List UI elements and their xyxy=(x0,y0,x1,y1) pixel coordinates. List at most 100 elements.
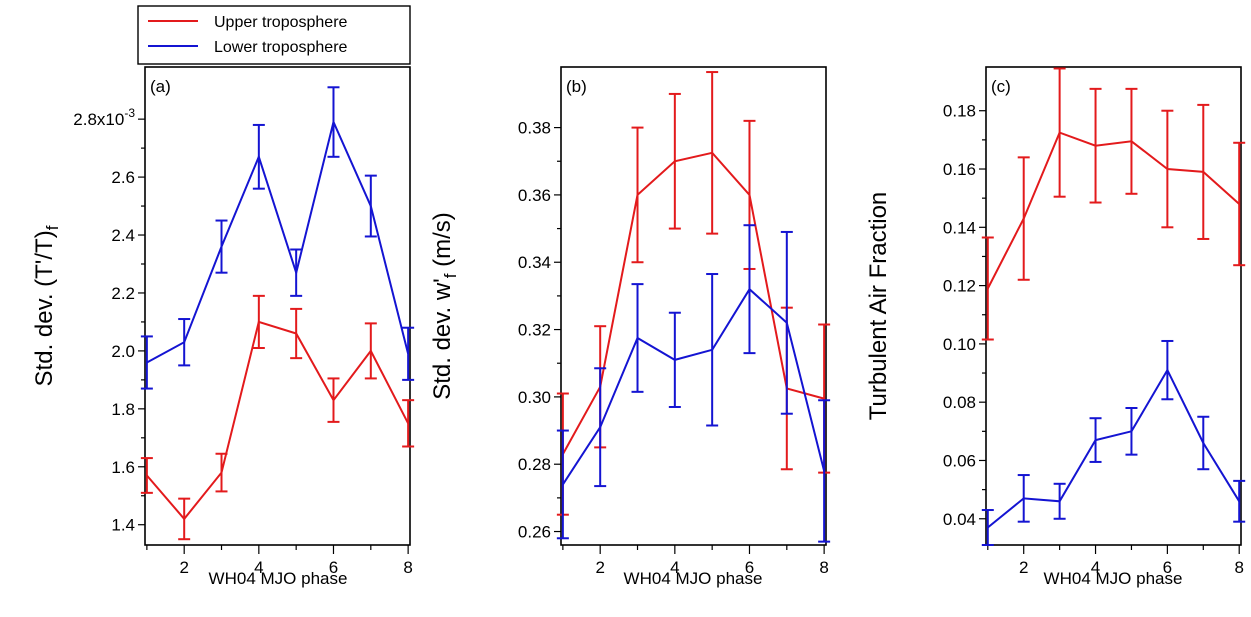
series-line-lower xyxy=(987,367,1241,529)
panel-b-xlabel: WH04 MJO phase xyxy=(624,569,763,588)
error-bar xyxy=(1053,67,1066,198)
error-bar xyxy=(594,367,607,488)
ytick-label: 0.34 xyxy=(518,253,551,272)
legend: Upper troposphere Lower troposphere xyxy=(137,5,411,65)
ytick-label: 2.6 xyxy=(111,168,135,187)
error-bar xyxy=(1017,474,1030,523)
error-bar xyxy=(981,236,994,341)
error-bar xyxy=(252,294,265,350)
error-bar xyxy=(556,429,569,540)
ytick-label: 1.4 xyxy=(111,516,135,535)
ytick-label: 2.4 xyxy=(111,226,135,245)
panel-c-series xyxy=(981,67,1246,546)
ytick-label: 0.26 xyxy=(518,523,551,542)
ytick-label: 0.14 xyxy=(943,218,976,237)
series-line-lower xyxy=(146,118,410,364)
series-line-upper xyxy=(562,151,825,455)
ytick-label: 1.6 xyxy=(111,458,135,477)
error-bar xyxy=(215,219,228,274)
error-bar xyxy=(402,326,415,381)
ytick-label: 0.06 xyxy=(943,451,976,470)
error-bar xyxy=(743,224,756,355)
xtick-label: 2 xyxy=(595,558,604,577)
xtick-label: 6 xyxy=(1163,558,1172,577)
panel-b-yticks: 0.26 0.28 0.30 0.32 0.34 0.36 0.38 xyxy=(518,119,561,542)
panel-b-tag: (b) xyxy=(566,77,587,96)
xtick-label: 2 xyxy=(1019,558,1028,577)
error-bar xyxy=(668,311,681,408)
panel-a-ylabel: Std. dev. (T'/T)f xyxy=(31,225,62,386)
error-bar xyxy=(1161,109,1174,229)
error-bar xyxy=(402,399,415,448)
panel-b-series xyxy=(556,71,831,543)
error-bar xyxy=(290,307,303,360)
ytick-label: 2.2 xyxy=(111,284,135,303)
error-bar xyxy=(1233,479,1246,523)
error-bar xyxy=(668,92,681,230)
panel-b-frame xyxy=(560,66,827,546)
panel-a-xticks: 2 4 6 8 xyxy=(146,545,413,577)
error-bar xyxy=(1125,87,1138,195)
error-bar xyxy=(1053,482,1066,520)
error-bar xyxy=(818,399,831,543)
error-bar xyxy=(1089,417,1102,463)
ytick-label: 0.32 xyxy=(518,321,551,340)
error-bar xyxy=(1017,156,1030,281)
panel-a: (a) Std. dev. (T'/T)f WH04 MJO phase 1.4… xyxy=(31,66,415,588)
panel-a-series xyxy=(140,86,415,541)
xtick-label: 6 xyxy=(745,558,754,577)
error-bar xyxy=(1089,87,1102,204)
ytick-label: 0.04 xyxy=(943,510,976,529)
ytick-label: 2.0 xyxy=(111,342,135,361)
ytick-label: 0.10 xyxy=(943,335,976,354)
ytick-label: 1.8 xyxy=(111,400,135,419)
error-bar xyxy=(706,273,719,427)
error-bar xyxy=(327,86,340,158)
error-bar xyxy=(178,497,191,541)
panel-b-ylabel: Std. dev. w'f (m/s) xyxy=(429,212,460,400)
error-bar xyxy=(706,71,719,235)
ytick-label: 0.08 xyxy=(943,393,976,412)
xtick-label: 4 xyxy=(254,558,263,577)
ytick-label: 2.8x10-3 xyxy=(73,106,135,129)
ytick-label: 0.28 xyxy=(518,455,551,474)
panel-a-xlabel: WH04 MJO phase xyxy=(209,569,348,588)
panel-a-tag: (a) xyxy=(150,77,171,96)
error-bar xyxy=(631,283,644,393)
legend-label-upper: Upper troposphere xyxy=(214,14,348,31)
error-bar xyxy=(215,452,228,493)
series-line-upper xyxy=(986,131,1240,289)
series-line-lower xyxy=(562,287,826,485)
ytick-label: 0.36 xyxy=(518,186,551,205)
panel-c-xlabel: WH04 MJO phase xyxy=(1044,569,1183,588)
ytick-label: 0.38 xyxy=(518,119,551,138)
error-bar xyxy=(290,248,303,297)
ytick-label: 0.12 xyxy=(943,277,976,296)
error-bar xyxy=(1125,407,1138,456)
ytick-label: 0.16 xyxy=(943,160,976,179)
error-bar xyxy=(140,335,153,390)
xtick-label: 6 xyxy=(329,558,338,577)
xtick-label: 8 xyxy=(403,558,412,577)
error-bar xyxy=(178,318,191,367)
error-bar xyxy=(1161,339,1174,401)
panel-c-yticks: 0.04 0.06 0.08 0.10 0.12 0.14 0.16 0.18 xyxy=(943,102,986,529)
error-bar xyxy=(327,377,340,423)
panel-c: (c) Turbulent Air Fraction WH04 MJO phas… xyxy=(865,66,1246,588)
error-bar xyxy=(631,126,644,264)
error-bar xyxy=(981,509,994,546)
panel-c-xticks: 2 4 6 8 xyxy=(987,545,1244,577)
xtick-label: 8 xyxy=(1234,558,1243,577)
panel-a-yticks: 1.4 1.6 1.8 2.0 2.2 2.4 2.6 2.8x10-3 xyxy=(73,106,145,535)
error-bar xyxy=(364,174,377,238)
xtick-label: 4 xyxy=(670,558,679,577)
error-bar xyxy=(1197,415,1210,471)
ytick-label: 0.30 xyxy=(518,388,551,407)
panel-c-ylabel: Turbulent Air Fraction xyxy=(865,192,892,421)
panel-c-tag: (c) xyxy=(991,77,1011,96)
panel-c-frame xyxy=(985,66,1242,546)
error-bar xyxy=(252,123,265,190)
legend-box xyxy=(137,5,411,65)
error-bar xyxy=(140,457,153,494)
